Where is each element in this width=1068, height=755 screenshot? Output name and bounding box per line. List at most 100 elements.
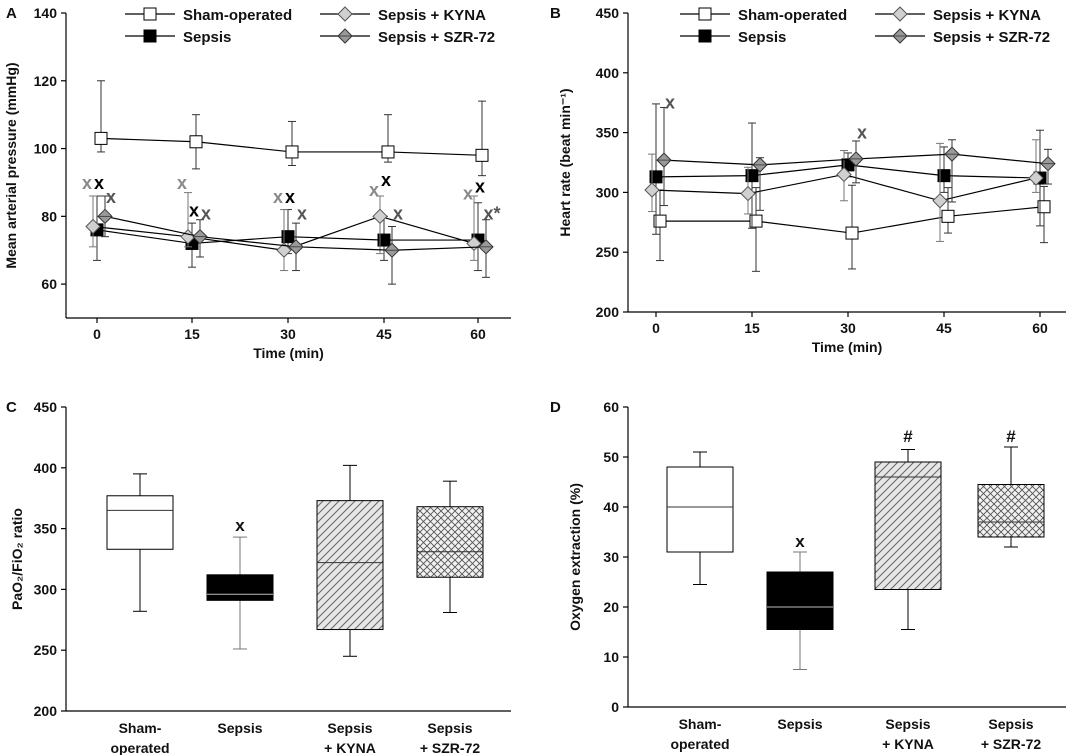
y-tick-label: 100	[34, 141, 58, 157]
x-tick-label: 30	[280, 326, 296, 342]
category-label: Sham-operated	[670, 716, 729, 752]
panel-letter: B	[550, 5, 561, 22]
significance-mark: x	[393, 204, 403, 224]
panel-d: D 0 10 20 30 40 50 60 Oxygen extraction (%) Sham-…	[550, 399, 1066, 752]
panel-letter: A	[6, 5, 17, 22]
significance-mark: x	[297, 204, 307, 224]
significance-mark: x*	[483, 204, 500, 224]
y-tick-label: 60	[603, 399, 619, 415]
significance-mark: x	[177, 173, 187, 193]
panel-letter: D	[550, 399, 561, 416]
y-tick-label: 140	[34, 5, 58, 21]
data-point	[478, 239, 494, 255]
legend-label: Sepsis	[183, 29, 231, 46]
data-point	[377, 233, 391, 247]
panel-letter: C	[6, 399, 17, 416]
data-point	[288, 239, 304, 255]
significance-mark: x	[189, 200, 199, 220]
legend-marker	[337, 28, 353, 44]
data-point	[649, 170, 663, 184]
y-tick-label: 350	[596, 125, 620, 141]
category-label: Sepsis + SZR-72	[420, 720, 481, 755]
box-sepsis-kyna	[874, 449, 942, 630]
data-point	[475, 148, 489, 162]
legend: Sham-operated Sepsis Sepsis + KYNA Sepsis +…	[680, 6, 1050, 46]
data-point	[745, 169, 759, 183]
y-tick-label: 0	[611, 699, 619, 715]
y-tick-label: 250	[34, 642, 58, 658]
series-sepsis-szr-72	[656, 106, 1056, 211]
data-point	[932, 193, 948, 209]
significance-mark: x	[795, 532, 805, 551]
box-sepsis-kyna	[316, 464, 384, 657]
y-tick-label: 200	[34, 703, 58, 719]
category-label-line: Sepsis	[777, 716, 822, 732]
category-label-line: Sepsis	[327, 720, 372, 736]
category-label: Sepsis + KYNA	[882, 716, 934, 752]
data-point	[941, 209, 955, 223]
data-point	[937, 169, 951, 183]
legend-marker	[892, 28, 908, 44]
data-point	[944, 146, 960, 162]
y-tick-label: 60	[41, 276, 57, 292]
x-axis-label: Time (min)	[253, 345, 324, 361]
significance-mark: x	[475, 177, 485, 197]
series-sham-operated	[94, 80, 489, 177]
data-point	[285, 145, 299, 159]
y-tick-label: 400	[34, 460, 58, 476]
series-sepsis-kyna	[85, 192, 482, 272]
significance-mark: x	[94, 173, 104, 193]
y-tick-label: 120	[34, 73, 58, 89]
box-body	[666, 466, 734, 553]
data-point	[653, 214, 667, 228]
legend-marker	[337, 6, 353, 22]
panel-c: C 200 250 300 350 400 450 PaO₂/FiO₂ ratio Sham-o…	[6, 399, 511, 755]
category-label-line: Sepsis	[217, 720, 262, 736]
y-tick-label: 20	[603, 599, 619, 615]
category-label-line: Sepsis	[427, 720, 472, 736]
category-label-line: + SZR-72	[420, 740, 481, 755]
box-sham-operated	[666, 451, 734, 585]
box-sepsis	[206, 536, 274, 650]
category-label: Sepsis + SZR-72	[981, 716, 1042, 752]
significance-mark: x	[381, 170, 391, 190]
legend-marker	[698, 7, 712, 21]
data-point	[644, 182, 660, 198]
series-sepsis-szr-72	[97, 195, 494, 285]
data-point	[372, 208, 388, 225]
significance-mark: x	[665, 93, 675, 113]
y-axis-label: PaO₂/FiO₂ ratio	[9, 508, 25, 610]
legend-label: Sham-operated	[738, 7, 847, 24]
significance-mark: x	[857, 123, 867, 143]
data-point	[1037, 200, 1051, 214]
data-point	[85, 218, 101, 235]
y-tick-label: 350	[34, 521, 58, 537]
y-tick-label: 300	[34, 581, 58, 597]
box-body	[106, 495, 174, 550]
x-tick-label: 45	[936, 320, 952, 336]
category-label-line: Sham-	[679, 716, 722, 732]
data-point	[752, 157, 768, 173]
category-label: Sepsis	[777, 716, 822, 732]
panel-b: B 200 250 300 350 400 450 0 15 30 45 60 Time (min) He…	[550, 5, 1066, 355]
box-sepsis	[766, 551, 834, 670]
series-sepsis	[90, 195, 485, 272]
category-label-line: + KYNA	[324, 740, 376, 755]
box-sham-operated	[106, 473, 174, 612]
y-tick-label: 450	[596, 5, 620, 21]
x-tick-label: 15	[184, 326, 200, 342]
series-sham-operated	[653, 184, 1051, 272]
significance-mark: #	[903, 427, 913, 446]
x-tick-label: 45	[376, 326, 392, 342]
category-label-line: Sepsis	[988, 716, 1033, 732]
data-point	[845, 226, 859, 240]
y-axis-label: Heart rate (beat min⁻¹)	[557, 88, 573, 236]
legend-marker	[698, 29, 712, 43]
y-tick-label: 400	[596, 65, 620, 81]
data-point	[94, 131, 108, 145]
data-point	[656, 152, 672, 168]
significance-mark: x	[106, 187, 116, 207]
y-tick-label: 200	[596, 304, 620, 320]
significance-mark: x	[285, 187, 295, 207]
